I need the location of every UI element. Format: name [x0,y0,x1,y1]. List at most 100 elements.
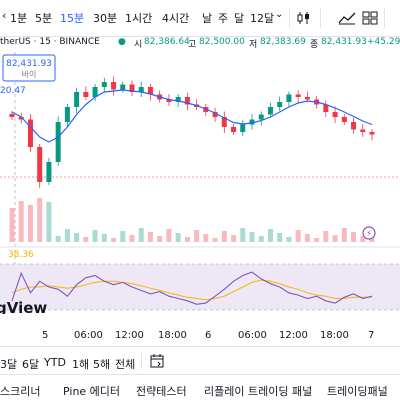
time-label: 06:00 [238,330,267,341]
candle-body [27,119,33,147]
volume-bar [341,228,347,242]
time-label: 18:00 [158,330,187,341]
timeframe-1h[interactable]: 1시간 [125,12,153,25]
candle-body [37,147,43,182]
timeframe-week[interactable]: 주 [218,12,229,25]
toolbar-divider [320,8,321,28]
timeframe-15m[interactable]: 15분 [60,12,85,25]
chevron-down-icon[interactable]: ⌄ [275,9,284,20]
volume-bar [74,233,80,242]
tab-strategy-tester[interactable]: 전략테스터 [136,385,187,398]
candle-body [295,94,301,97]
tab-trading-panel[interactable]: 트레이딩패널 [327,385,388,398]
tab-pine-editor[interactable]: Pine 에디터 [63,385,121,398]
candle-body [332,112,338,117]
volume-bar [64,229,70,242]
range-ytd[interactable]: YTD [44,356,66,369]
volume-bar [258,236,264,242]
candle-body [212,112,218,117]
timeframe-month[interactable]: 달 [234,12,245,25]
tab-replay-trading[interactable]: 리플레이 트레이딩 패널 [204,385,313,398]
range-6m[interactable]: 6달 [22,358,40,371]
volume-bar [138,228,144,242]
candle-body [64,107,70,122]
volume-bar [360,236,366,242]
volume-bar [46,202,52,242]
candle-body [120,84,126,90]
volume-bar [27,205,33,242]
volume-bar [55,236,61,242]
close-value: 82,431.93 [321,37,367,47]
candle-body [74,92,80,107]
volume-bar [120,231,126,242]
close-label: 종 [310,40,319,50]
timeframe-30m[interactable]: 30분 [93,12,118,25]
time-axis: 5 06:00 12:00 18:00 6 06:00 12:00 18:00 … [0,330,400,346]
time-label: 7 [368,330,375,341]
candle-body [258,114,264,120]
timeframe-day[interactable]: 날 [202,12,213,25]
chart-type-icon[interactable] [338,11,356,25]
volume-bar [332,235,338,242]
timeframe-12month[interactable]: 12달 [250,12,275,25]
volume-bar [194,230,200,242]
candle-body [249,119,255,125]
tooltip-price: 82,431.93 [6,59,52,69]
price-tooltip: 82,431.93 바이 [2,54,56,82]
volume-bar [101,234,107,242]
indicators-icon[interactable] [362,11,378,25]
volume-bar [147,232,153,242]
top-toolbar: ‹ 1분 5분 15분 30분 1시간 4시간 날 주 달 12달 ⌄ [0,0,400,37]
candle-body [369,132,375,135]
volume-bar [231,235,237,242]
volume-bar [157,236,163,242]
timeframe-1m[interactable]: 1분 [10,12,28,25]
bottom-panel-tabs: 스크리너 Pine 에디터 전략테스터 리플레이 트레이딩 패널 트레이딩패널 [0,374,400,401]
rsi-ma-line [11,279,372,301]
tab-screener[interactable]: 스크리너 [0,385,41,398]
candle-body [166,99,172,102]
open-label: 시 [134,40,143,50]
ma-value-label: 20.47 [0,86,26,96]
symbol-name[interactable]: therUS · 15 · BINANCE [0,37,100,47]
volume-bar [83,237,89,242]
candle-body [267,107,273,115]
volume-bar [203,234,209,242]
alert-icon[interactable]: ⚡ [362,226,376,240]
rsi-value-label: 38.36 [8,250,34,260]
range-3m[interactable]: 3달 [0,358,18,371]
volume-bar [18,201,24,242]
timeframe-4h[interactable]: 4시간 [162,12,190,25]
price-chart[interactable]: 82,431.93 바이 20.47 38.36 gView ⚡ [0,52,400,314]
volume-bar [351,232,357,242]
volume-bar [129,235,135,242]
svg-text:⚡: ⚡ [366,229,372,238]
volume-bar [92,230,98,242]
candlestick-icon[interactable] [296,11,312,25]
candle-body [231,127,237,132]
volume-bar [9,208,15,242]
candle-body [360,129,366,132]
volume-bar [240,228,246,242]
volume-bar [295,230,301,242]
range-1y[interactable]: 1해 [72,358,90,371]
chevron-left-icon[interactable]: ‹ [2,9,7,22]
candle-body [9,114,15,117]
range-all[interactable]: 전체 [115,358,136,371]
candle-body [18,117,24,120]
candle-body [101,82,107,87]
volume-bar [166,229,172,242]
moving-average-line [11,89,373,143]
volume-bar [175,233,181,242]
watermark-logo: gView [0,299,47,314]
candle-body [175,97,181,102]
time-label: 5 [42,330,49,341]
high-label: 고 [188,40,197,50]
volume-bar [184,237,190,242]
time-label: 6 [205,330,212,341]
timeframe-5m[interactable]: 5분 [35,12,53,25]
calendar-icon[interactable] [150,354,164,368]
range-5y[interactable]: 5해 [93,358,111,371]
volume-bar [221,231,227,242]
candle-body [111,82,117,90]
